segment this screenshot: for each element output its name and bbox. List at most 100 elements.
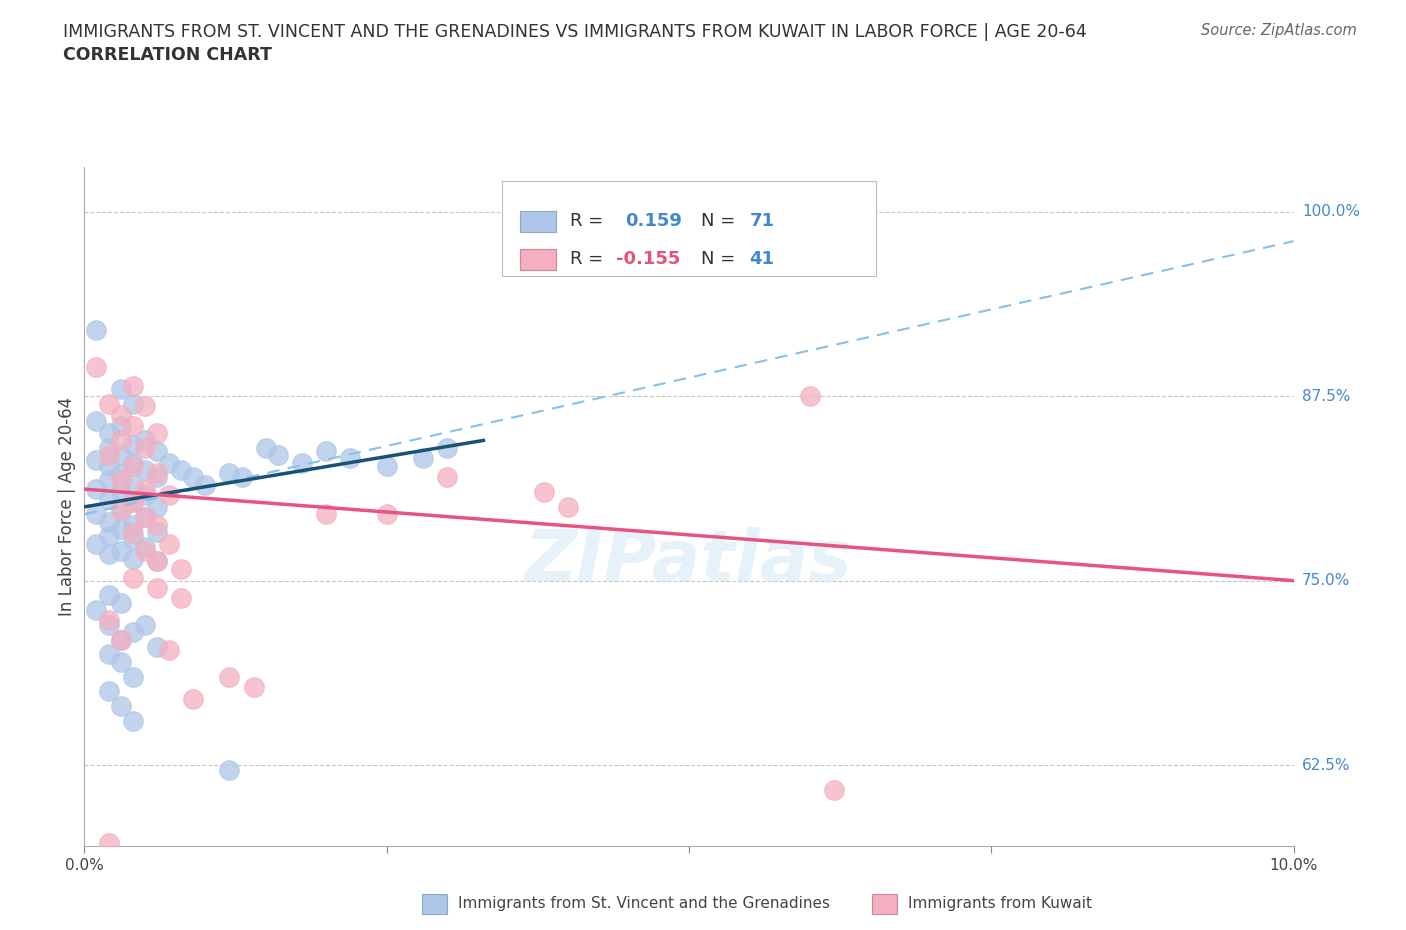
Point (121, 477, 143, 492)
Point (823, 783, 845, 798)
Point (110, 418, 132, 433)
Point (86, 359, 108, 374)
Point (254, 441, 277, 456)
Text: R =: R = (571, 212, 609, 231)
Point (97, 836, 120, 851)
Point (97, 647, 120, 662)
Point (97, 613, 120, 628)
Point (121, 713, 143, 728)
Text: Immigrants from St. Vincent and the Grenadines: Immigrants from St. Vincent and the Gren… (458, 897, 831, 911)
Point (110, 447, 132, 462)
Point (134, 618, 156, 632)
Text: N =: N = (702, 250, 741, 269)
Point (86, 603, 108, 618)
Point (170, 462, 193, 477)
Point (146, 444, 169, 458)
Point (146, 499, 169, 514)
Point (97, 684, 120, 698)
Point (134, 399, 156, 414)
Point (110, 655, 132, 670)
Point (97, 514, 120, 529)
Point (291, 455, 314, 470)
Point (134, 539, 156, 554)
Text: 87.5%: 87.5% (1302, 389, 1350, 404)
Point (121, 532, 143, 547)
Point (375, 507, 398, 522)
Point (412, 451, 434, 466)
Point (121, 418, 143, 433)
Point (181, 470, 204, 485)
Point (86, 323, 108, 338)
Point (110, 433, 132, 448)
Point (110, 381, 132, 396)
Point (97, 618, 120, 632)
Point (436, 441, 458, 456)
Point (146, 466, 169, 481)
Point (97, 426, 120, 441)
Point (533, 485, 555, 499)
Point (157, 455, 180, 470)
Point (218, 762, 240, 777)
Point (134, 441, 156, 456)
Text: -0.155: -0.155 (616, 250, 681, 269)
Point (436, 470, 458, 485)
Point (134, 482, 156, 497)
Point (86, 452, 108, 467)
Point (146, 517, 169, 532)
Point (97, 492, 120, 507)
Point (97, 547, 120, 562)
Y-axis label: In Labor Force | Age 20-64: In Labor Force | Age 20-64 (58, 397, 76, 617)
FancyBboxPatch shape (502, 181, 876, 276)
Text: 41: 41 (749, 250, 775, 269)
Point (315, 444, 337, 458)
Point (121, 526, 143, 541)
Point (799, 389, 821, 404)
Point (86, 537, 108, 551)
Point (121, 625, 143, 640)
Text: ZIPatlas: ZIPatlas (526, 526, 852, 595)
Text: N =: N = (702, 212, 741, 231)
Point (121, 455, 143, 470)
Point (110, 632, 132, 647)
Point (146, 580, 169, 595)
Point (181, 691, 204, 706)
Point (110, 502, 132, 517)
Point (110, 485, 132, 499)
Point (121, 495, 143, 510)
Text: Source: ZipAtlas.com: Source: ZipAtlas.com (1201, 23, 1357, 38)
Point (121, 437, 143, 452)
Point (110, 408, 132, 423)
Point (110, 502, 132, 517)
Point (134, 462, 156, 477)
Text: CORRELATION CHART: CORRELATION CHART (63, 46, 273, 64)
Text: 0.159: 0.159 (624, 212, 682, 231)
Point (97, 529, 120, 544)
Point (339, 451, 361, 466)
Point (121, 570, 143, 585)
Point (146, 525, 169, 539)
Point (242, 680, 264, 695)
Text: IMMIGRANTS FROM ST. VINCENT AND THE GRENADINES VS IMMIGRANTS FROM KUWAIT IN LABO: IMMIGRANTS FROM ST. VINCENT AND THE GREN… (63, 23, 1087, 41)
Point (134, 510, 156, 525)
Point (86, 414, 108, 429)
Point (110, 472, 132, 487)
Bar (520, 211, 555, 232)
Point (170, 562, 193, 577)
Point (194, 477, 217, 492)
Text: Immigrants from Kuwait: Immigrants from Kuwait (908, 897, 1092, 911)
Point (157, 487, 180, 502)
Point (110, 522, 132, 537)
Point (134, 510, 156, 525)
Point (146, 470, 169, 485)
Point (170, 591, 193, 605)
Point (267, 447, 290, 462)
Point (121, 517, 143, 532)
Text: 100.0%: 100.0% (1302, 205, 1360, 219)
Point (121, 379, 143, 393)
Point (86, 482, 108, 497)
Point (97, 447, 120, 462)
Point (315, 507, 337, 522)
Point (121, 396, 143, 411)
Point (97, 588, 120, 603)
Point (110, 467, 132, 482)
